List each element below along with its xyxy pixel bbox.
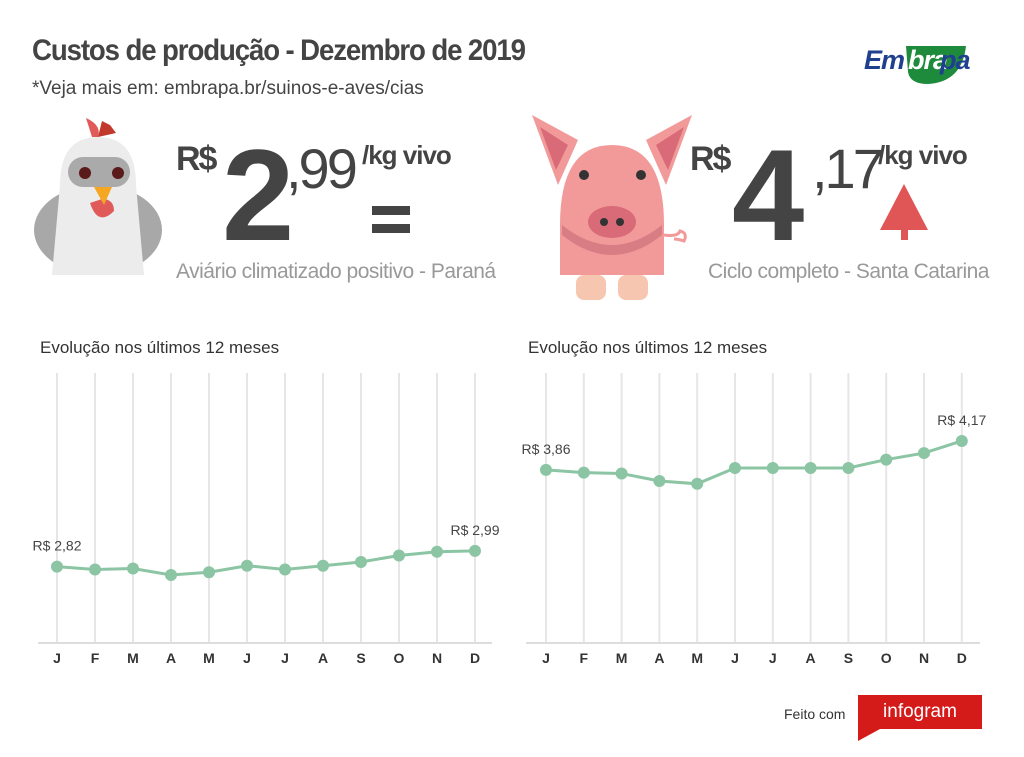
data-point <box>165 569 177 582</box>
data-point <box>691 477 704 490</box>
x-tick-label: D <box>470 650 480 666</box>
chicken-unit: /kg vivo <box>362 140 452 170</box>
data-point <box>729 461 741 474</box>
infogram-link[interactable]: infogram <box>858 695 982 729</box>
data-label: R$ 4,17 <box>937 412 986 428</box>
data-point <box>766 461 779 474</box>
data-point <box>615 467 628 480</box>
infogram-badge-tail <box>858 729 880 741</box>
embrapa-logo: Em bra pa <box>864 45 971 84</box>
x-tick-label: A <box>806 650 816 666</box>
x-tick-label: N <box>919 650 929 666</box>
x-tick-label: N <box>432 650 442 666</box>
chart-1: J F M A M J J A S O N D R$ 3,86 R$ 4,17 <box>521 373 987 666</box>
x-tick-label: S <box>844 650 853 666</box>
page-title: Custos de produção - Dezembro de 2019 <box>32 34 526 67</box>
chicken-chart-title: Evolução nos últimos 12 meses <box>40 338 280 357</box>
pig-illustration <box>532 115 692 300</box>
data-point <box>279 563 291 576</box>
pig-description: Ciclo completo - Santa Catarina <box>708 260 989 283</box>
trend-up-arrow-icon <box>880 184 928 240</box>
data-point <box>804 461 817 474</box>
data-point <box>880 453 893 466</box>
x-tick-label: A <box>166 650 176 666</box>
pig-price-integer: 4 <box>732 122 805 268</box>
data-label: R$ 2,99 <box>450 522 499 538</box>
x-tick-label: M <box>691 650 703 666</box>
pig-currency: R$ <box>690 140 731 178</box>
x-tick-label: D <box>957 650 967 666</box>
x-tick-label: J <box>281 650 289 666</box>
series-line <box>545 439 963 486</box>
x-tick-label: O <box>394 650 405 666</box>
subtitle-link-text: *Veja mais em: embrapa.br/suinos-e-aves/… <box>32 78 424 99</box>
data-point <box>51 560 63 573</box>
x-tick-label: J <box>542 650 550 666</box>
x-tick-label: A <box>654 650 664 666</box>
series-line <box>56 549 476 577</box>
x-tick-label: O <box>881 650 892 666</box>
data-point <box>918 447 930 460</box>
x-tick-label: F <box>91 650 100 666</box>
data-point <box>317 559 329 572</box>
data-point <box>842 461 855 474</box>
data-point <box>431 545 443 558</box>
pig-chart-title: Evolução nos últimos 12 meses <box>528 338 768 357</box>
chart-0: J F M A M J J A S O N D R$ 2,82 R$ 2,99 <box>32 373 500 666</box>
data-point <box>241 559 253 572</box>
made-with-text: Feito com <box>784 706 846 722</box>
trend-equal-icon-bar <box>372 224 410 233</box>
data-point <box>355 556 367 568</box>
data-label: R$ 3,86 <box>521 441 570 457</box>
x-tick-label: J <box>731 650 739 666</box>
x-tick-label: M <box>127 650 139 666</box>
x-tick-label: J <box>53 650 61 666</box>
x-tick-label: J <box>769 650 777 666</box>
pig-price-cents: ,17 <box>812 137 884 200</box>
svg-text:pa: pa <box>939 45 970 75</box>
x-tick-label: A <box>318 650 328 666</box>
data-point <box>955 434 968 447</box>
data-point <box>540 463 552 476</box>
data-point <box>469 544 481 557</box>
data-point <box>89 563 101 576</box>
chicken-illustration <box>34 118 162 275</box>
data-point <box>203 566 215 579</box>
x-tick-label: M <box>203 650 215 666</box>
svg-text:bra: bra <box>908 45 948 75</box>
trend-equal-icon <box>372 206 410 215</box>
data-point <box>653 475 666 487</box>
x-tick-label: M <box>616 650 628 666</box>
svg-text:Em: Em <box>864 45 904 75</box>
x-tick-label: J <box>243 650 251 666</box>
chicken-description: Aviário climatizado positivo - Paraná <box>176 260 496 283</box>
chicken-price-integer: 2 <box>222 122 295 268</box>
data-label: R$ 2,82 <box>32 538 81 554</box>
x-tick-label: S <box>356 650 365 666</box>
x-tick-label: F <box>580 650 589 666</box>
chicken-price-cents: ,99 <box>286 137 358 200</box>
chicken-currency: R$ <box>176 140 217 178</box>
data-point <box>577 466 590 479</box>
data-point <box>127 562 139 575</box>
pig-unit: /kg vivo <box>878 140 968 170</box>
data-point <box>393 549 405 562</box>
